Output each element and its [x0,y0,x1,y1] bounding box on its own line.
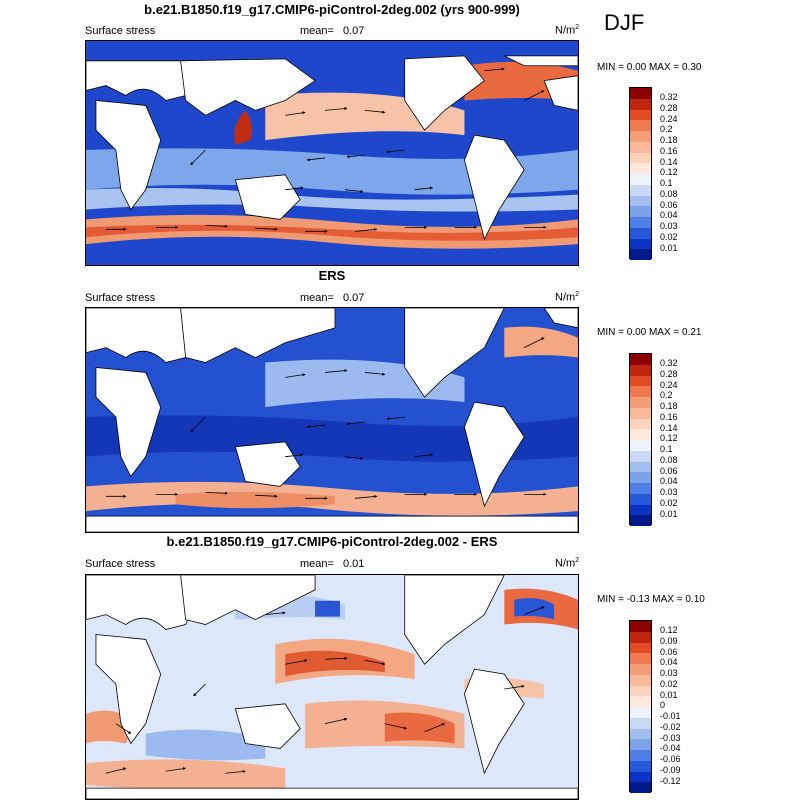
panel-2-colorbar-label: 0.06 [660,466,678,476]
panel-1-colorbar-label: 0.28 [660,103,678,113]
panel-2-units: N/m2 [555,291,580,304]
panel-2-colorbar-label: 0.04 [660,476,678,486]
panel-2-mean-label: mean= [300,292,334,304]
panel-2-colorbar-label: 0.2 [660,390,673,400]
panel-2-colorbar-label: 0.18 [660,401,678,411]
panel-1-colorbar-label: 0.06 [660,200,678,210]
panel-3-mean-label: mean= [300,558,334,570]
panel-2-colorbar-label: 0.08 [660,455,678,465]
panel-3-colorbar-label: 0.12 [660,625,678,635]
panel-1-colorbar-label: 0.08 [660,189,678,199]
panel-2-map [85,307,579,533]
panel-3-colorbar-label: 0.01 [660,690,678,700]
panel-3-colorbar-label: 0.02 [660,679,678,689]
panel-3-colorbar-label: 0.09 [660,636,678,646]
panel-2-colorbar-label: 0.28 [660,369,678,379]
panel-1-colorbar-label: 0.02 [660,232,678,242]
panel-1-colorbar-label: 0.1 [660,178,673,188]
panel-2-colorbar-label: 0.1 [660,444,673,454]
panel-3-colorbar-label: -0.01 [660,711,681,721]
panel-3-map [85,574,579,800]
panel-2-colorbar-label: 0.02 [660,498,678,508]
panel-2-title: ERS [318,268,346,283]
panel-3-variable-label: Surface stress [85,558,156,570]
panel-3-colorbar-label: 0.03 [660,668,678,678]
panel-3-units: N/m2 [555,557,580,570]
panel-2-colorbar [629,353,652,526]
panel-3-map-graphic [86,575,578,799]
panel-2-colorbar-label: 0.01 [660,509,678,519]
panel-1-colorbar-label: 0.32 [660,92,678,102]
panel-1-variable-label: Surface stress [85,25,156,37]
panel-1-colorbar-label: 0.2 [660,124,673,134]
panel-1-map [85,40,579,266]
panel-1-units: N/m2 [555,24,580,37]
panel-2-map-graphic [86,308,578,532]
panel-2-colorbar-label: 0.12 [660,433,678,443]
panel-1-colorbar-label: 0.01 [660,243,678,253]
panel-1-minmax: MIN = 0.00 MAX = 0.30 [597,62,702,73]
panel-3-colorbar [629,620,652,793]
panel-1-colorbar-label: 0.03 [660,221,678,231]
panel-3-colorbar-label: -0.04 [660,743,681,753]
panel-3-colorbar-label: 0.06 [660,647,678,657]
panel-2-colorbar-label: 0.24 [660,380,678,390]
panel-3-colorbar-label: -0.06 [660,754,681,764]
panel-3-colorbar-label: -0.12 [660,776,681,786]
panel-3-colorbar-label: 0 [660,700,666,710]
panel-2-colorbar-label: 0.16 [660,412,678,422]
panel-1-mean-value: 0.07 [343,25,365,37]
panel-3-colorbar-label: -0.09 [660,765,681,775]
panel-1-colorbar-label: 0.18 [660,135,678,145]
panel-1-colorbar-label: 0.24 [660,114,678,124]
panel-1-mean-label: mean= [300,25,334,37]
panel-3-colorbar-label: 0.04 [660,657,678,667]
panel-2-minmax: MIN = 0.00 MAX = 0.21 [597,327,702,338]
panel-1-colorbar-label: 0.12 [660,167,678,177]
panel-1-colorbar-label: 0.04 [660,210,678,220]
panel-1-map-graphic [86,41,578,265]
panel-2-colorbar-label: 0.03 [660,487,678,497]
season-label: DJF [604,10,645,35]
panel-3-colorbar-label: -0.02 [660,722,681,732]
panel-2-colorbar-label: 0.32 [660,358,678,368]
panel-1-title: b.e21.B1850.f19_g17.CMIP6-piControl-2deg… [144,2,520,17]
panel-2-colorbar-label: 0.14 [660,423,678,433]
panel-3-minmax: MIN = -0.13 MAX = 0.10 [597,594,705,605]
panel-3-colorbar-label: -0.03 [660,733,681,743]
panel-1-colorbar [629,87,652,260]
panel-1-colorbar-label: 0.16 [660,146,678,156]
panel-2-variable-label: Surface stress [85,292,156,304]
panel-3-mean-value: 0.01 [343,558,365,570]
panel-3-title: b.e21.B1850.f19_g17.CMIP6-piControl-2deg… [166,534,498,549]
panel-1-colorbar-label: 0.14 [660,157,678,167]
panel-2-mean-value: 0.07 [343,292,365,304]
